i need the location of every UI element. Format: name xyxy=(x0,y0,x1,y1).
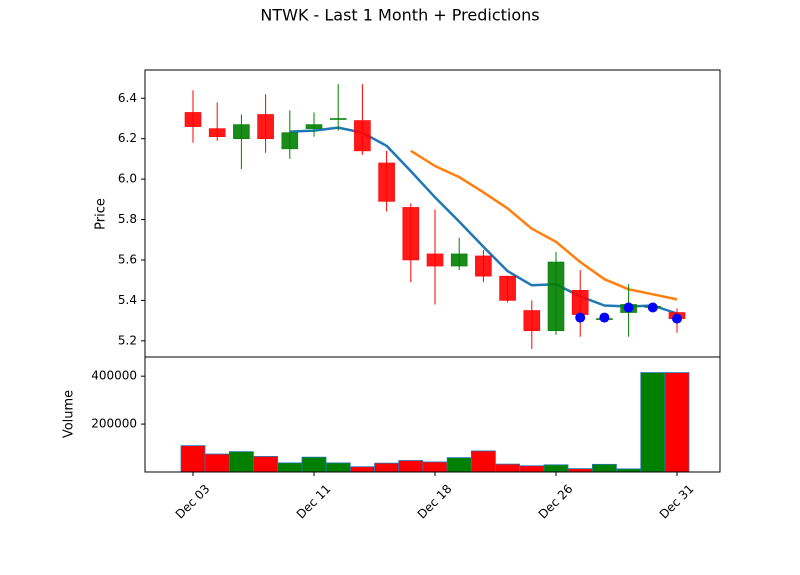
prediction-point-1 xyxy=(599,312,610,323)
candle-body xyxy=(499,275,516,301)
candle-16 xyxy=(571,270,589,337)
volume-bar-1 xyxy=(204,453,230,473)
date-tick-label-1: Dec 11 xyxy=(294,482,334,522)
volume-panel: 200000 400000 Volume xyxy=(62,356,721,473)
price-tick-label-5: 6.2 xyxy=(118,131,137,145)
volume-bar-3 xyxy=(253,456,279,473)
prediction-point-2 xyxy=(623,302,634,313)
candle-4 xyxy=(281,110,299,159)
volume-bar-5 xyxy=(301,456,327,473)
long-moving-average-line xyxy=(410,149,678,301)
prediction-point-3 xyxy=(647,302,658,313)
date-tick-label-2: Dec 18 xyxy=(415,482,455,522)
volume-axis-label: Volume xyxy=(62,390,77,438)
volume-bar-10 xyxy=(422,461,448,473)
price-panel: 5.2 5.4 5.6 5.8 6.0 6.2 6.4 Price xyxy=(94,69,721,358)
prediction-point-0 xyxy=(575,312,586,323)
date-x-axis: Dec 03 Dec 11 Dec 18 Dec 26 Dec 31 xyxy=(173,472,697,522)
candle-body xyxy=(547,261,565,332)
volume-bar-7 xyxy=(349,466,375,473)
volume-bar-17 xyxy=(592,463,617,473)
candle-body xyxy=(233,124,250,140)
volume-bar-0 xyxy=(180,445,206,473)
candle-9 xyxy=(402,203,420,283)
candle-5 xyxy=(305,112,323,137)
volume-plot-frame xyxy=(144,356,721,473)
date-tick-label-4: Dec 31 xyxy=(657,482,697,522)
candle-body xyxy=(523,310,541,332)
price-tick-label-6: 6.4 xyxy=(118,91,137,105)
candle-body xyxy=(402,207,420,261)
candle-body xyxy=(475,255,492,277)
candle-15 xyxy=(547,251,565,335)
chart-title: NTWK - Last 1 Month + Predictions xyxy=(260,6,539,25)
candle-12 xyxy=(475,249,492,283)
volume-bar-6 xyxy=(325,462,351,473)
date-tick-label-0: Dec 03 xyxy=(173,482,213,522)
volume-bar-11 xyxy=(446,457,472,473)
candle-body xyxy=(378,162,395,202)
candle-body xyxy=(354,120,371,152)
candle-10 xyxy=(426,209,444,305)
price-plot-area xyxy=(145,70,720,357)
candle-body xyxy=(257,114,274,140)
candle-body xyxy=(305,124,323,129)
prediction-layer xyxy=(575,302,682,324)
candle-14 xyxy=(523,300,541,349)
volume-tick-label-0: 200000 xyxy=(91,417,137,431)
candle-6 xyxy=(329,84,347,131)
candle-body xyxy=(208,128,226,137)
volume-tick-label-1: 400000 xyxy=(91,369,137,383)
candle-1 xyxy=(208,102,226,141)
candle-3 xyxy=(257,94,274,153)
candle-0 xyxy=(184,90,202,143)
price-tick-label-0: 5.2 xyxy=(118,333,137,347)
price-axis-label: Price xyxy=(94,198,109,230)
candle-11 xyxy=(450,237,468,271)
price-tick-label-2: 5.6 xyxy=(118,252,137,266)
candle-7 xyxy=(354,84,371,155)
candle-body xyxy=(329,118,347,120)
volume-bar-14 xyxy=(519,465,545,473)
volume-bar-20 xyxy=(664,372,690,473)
candle-body xyxy=(426,253,444,267)
price-y-axis: 5.2 5.4 5.6 5.8 6.0 6.2 6.4 xyxy=(118,91,145,347)
prediction-point-4 xyxy=(672,313,682,324)
volume-bar-9 xyxy=(398,460,424,473)
candle-body xyxy=(450,253,468,267)
candle-body xyxy=(281,132,299,150)
candle-2 xyxy=(233,114,250,170)
volume-bar-13 xyxy=(495,463,521,473)
candle-13 xyxy=(499,275,516,303)
candle-body xyxy=(571,290,589,315)
date-tick-label-3: Dec 26 xyxy=(536,482,576,522)
price-tick-label-4: 6.0 xyxy=(118,172,137,186)
volume-bar-12 xyxy=(470,450,496,473)
volume-bar-2 xyxy=(228,451,254,473)
volume-bar-19 xyxy=(640,372,666,473)
price-tick-label-3: 5.8 xyxy=(118,212,137,226)
volume-bar-8 xyxy=(374,462,400,473)
candle-body xyxy=(184,112,202,127)
volume-bar-4 xyxy=(277,462,303,473)
volume-bar-15 xyxy=(543,464,569,473)
volume-y-axis: 200000 400000 xyxy=(91,369,145,431)
candle-8 xyxy=(378,150,395,212)
price-tick-label-1: 5.4 xyxy=(118,293,137,307)
volume-bar-16 xyxy=(567,468,593,473)
